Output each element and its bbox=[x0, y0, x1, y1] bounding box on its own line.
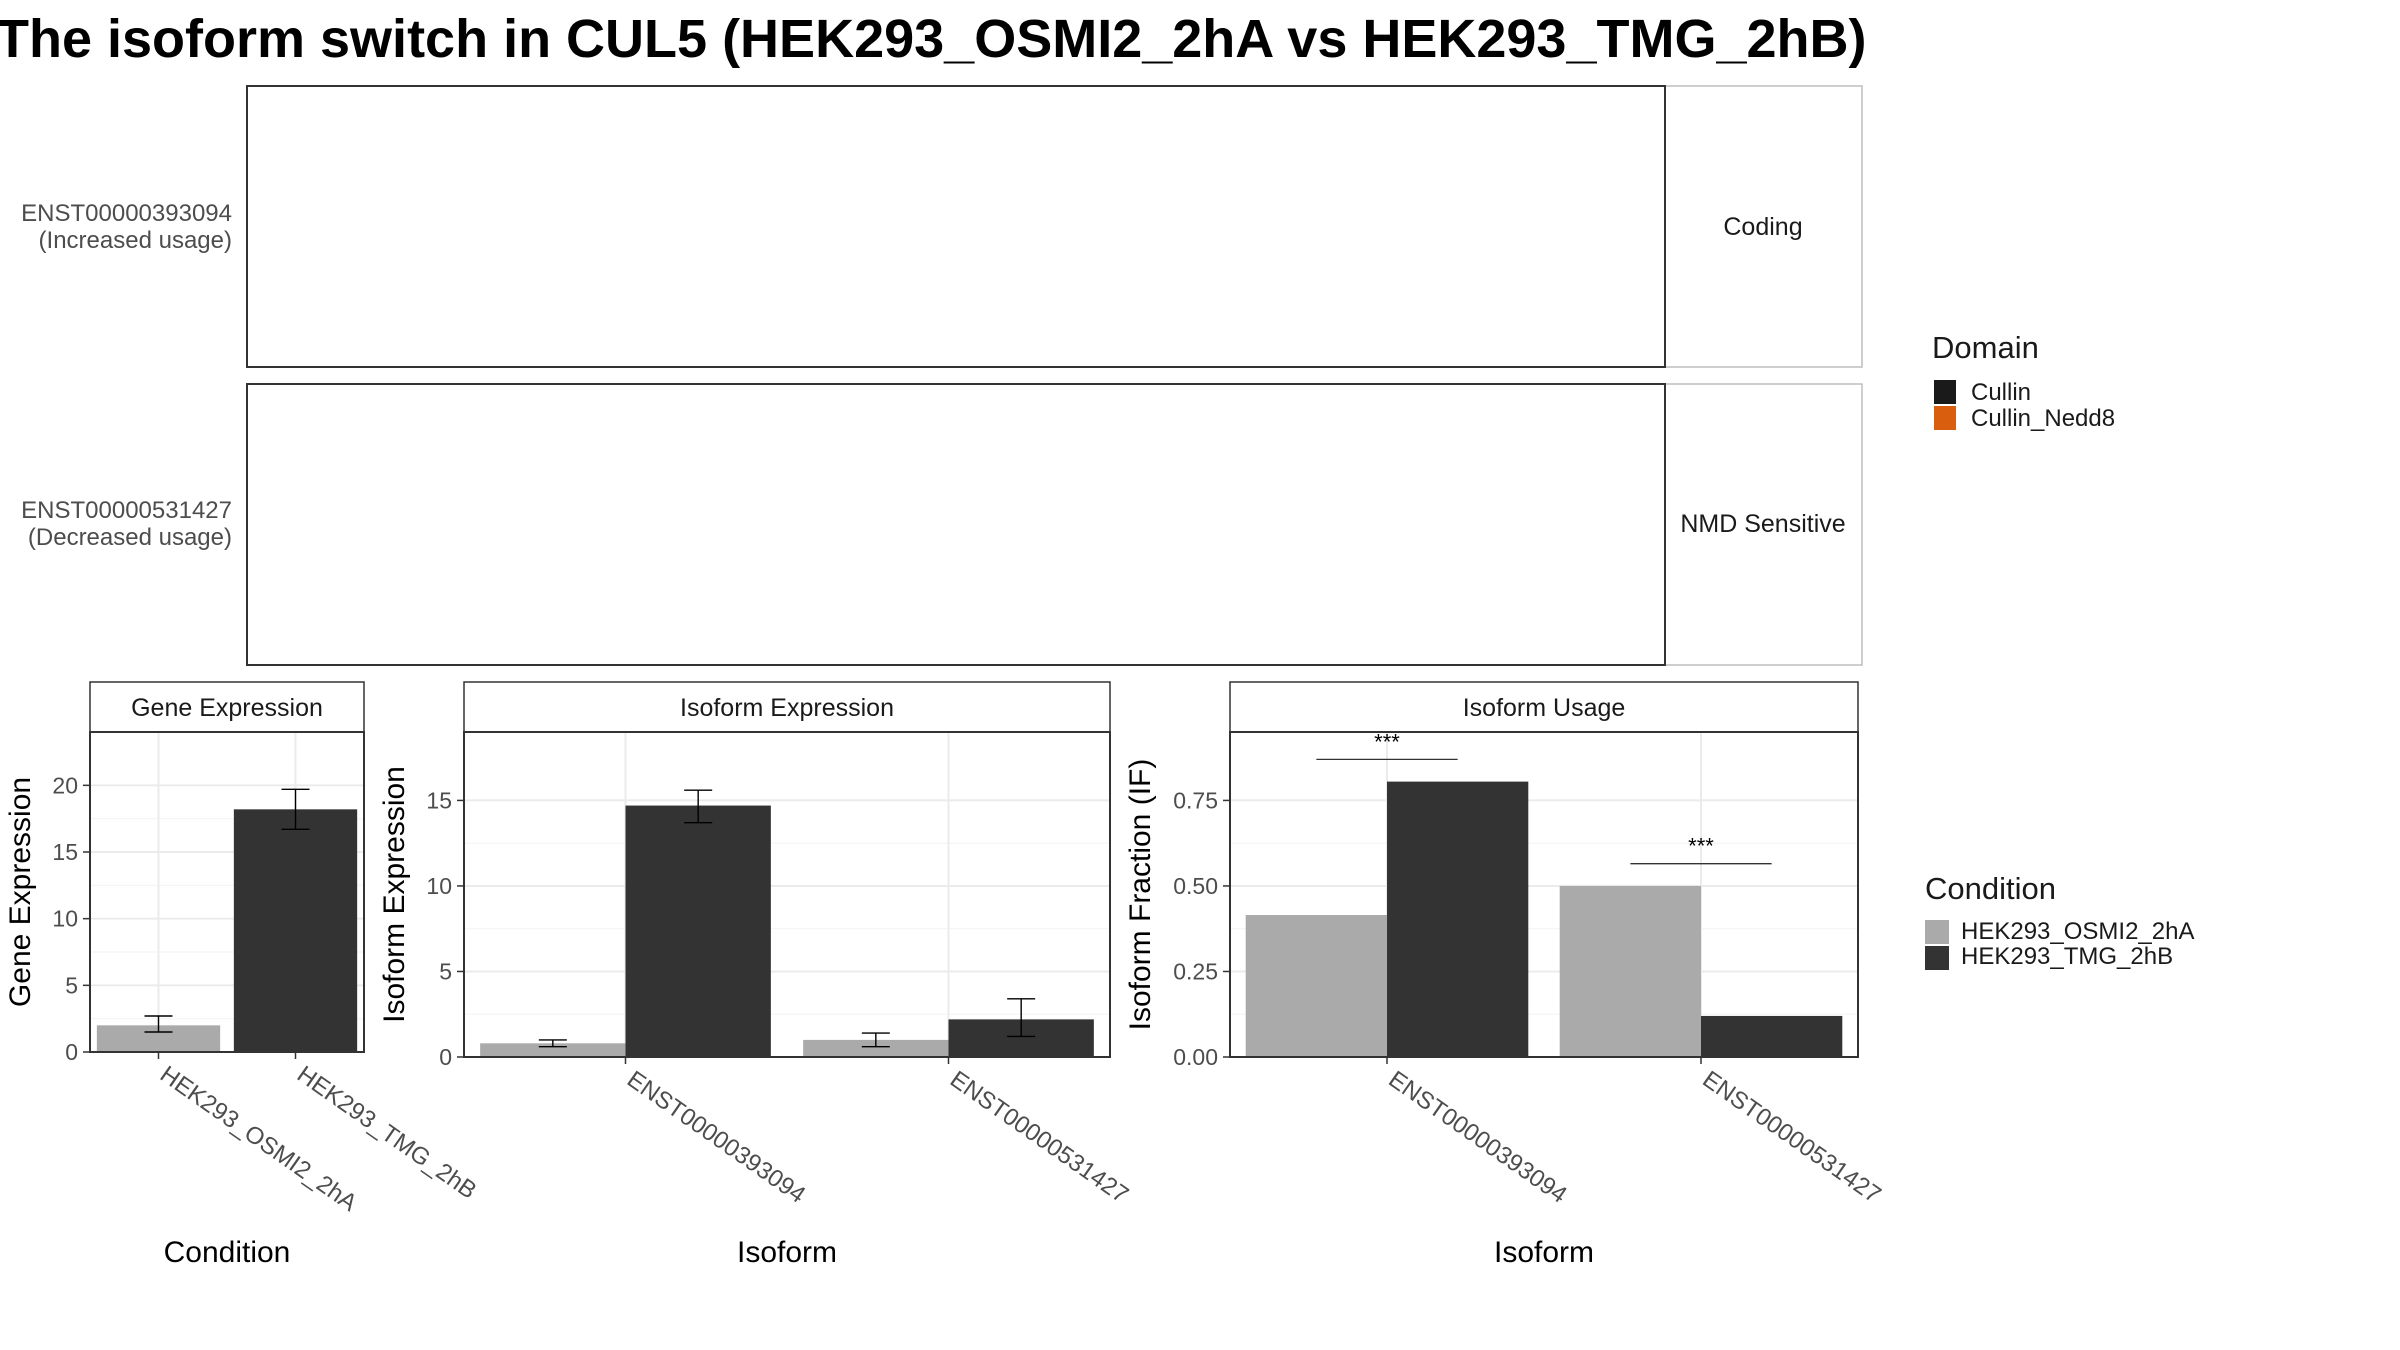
significance-label: *** bbox=[1688, 834, 1714, 859]
legend-label-cullin-nedd8: Cullin_Nedd8 bbox=[1971, 405, 2115, 432]
transcript-panel-frame bbox=[246, 383, 1666, 666]
y-tick-label: 20 bbox=[52, 772, 78, 798]
domain-legend: Domain Cullin Cullin_Nedd8 bbox=[1932, 330, 2115, 432]
bar bbox=[1701, 1015, 1843, 1057]
legend-label-cullin: Cullin bbox=[1971, 379, 2031, 406]
isoform-id-label: ENST00000531427 bbox=[21, 497, 232, 524]
condition-legend: Condition HEK293_OSMI2_2hA HEK293_TMG_2h… bbox=[1925, 871, 2194, 970]
bar bbox=[1559, 885, 1701, 1057]
isoform-id-label: ENST00000393094 bbox=[21, 200, 232, 227]
y-tick-label: 0 bbox=[439, 1044, 452, 1070]
panel-frame bbox=[89, 731, 365, 1053]
bar bbox=[1387, 781, 1529, 1057]
legend-swatch-cullin bbox=[1934, 380, 1956, 404]
isoform-expression-chart: Isoform Expression 0 5 10 15 ENST00000393094 E… bbox=[378, 681, 1133, 1269]
category-strip-frame bbox=[1664, 85, 1863, 368]
y-axis-label: Gene Expression bbox=[4, 777, 37, 1007]
significance-label: *** bbox=[1374, 729, 1400, 754]
y-tick-label: 0.75 bbox=[1173, 787, 1218, 813]
bar bbox=[233, 809, 358, 1052]
y-tick-label: 10 bbox=[52, 906, 78, 932]
isoform-category-label: Coding bbox=[1723, 213, 1802, 241]
panel-strip bbox=[89, 681, 365, 733]
y-axis-label: Isoform Expression bbox=[378, 766, 411, 1023]
y-tick-label: 0.00 bbox=[1173, 1044, 1218, 1070]
y-tick-label: 0.25 bbox=[1173, 958, 1218, 984]
y-tick-label: 15 bbox=[426, 787, 452, 813]
y-tick-label: 10 bbox=[426, 873, 452, 899]
x-tick-label: ENST00000393094 bbox=[622, 1066, 810, 1209]
x-axis-label: Isoform bbox=[737, 1236, 837, 1269]
category-strip-frame bbox=[1664, 383, 1863, 666]
transcript-row-enst00000531427: NMD Sensitive ENST00000531427 (Decreased… bbox=[21, 383, 1863, 666]
condition-legend-title: Condition bbox=[1925, 871, 2056, 906]
bar bbox=[803, 1039, 949, 1057]
x-axis-label: Isoform bbox=[1494, 1236, 1594, 1269]
legend-swatch-condition-a bbox=[1925, 920, 1949, 944]
panel-frame bbox=[463, 731, 1111, 1058]
y-tick-label: 0.50 bbox=[1173, 873, 1218, 899]
panel-title: Isoform Expression bbox=[680, 694, 894, 722]
isoform-usage-chart: Isoform Usage *** *** 0.00 0.25 0.50 0.75 ENST0… bbox=[1124, 681, 1886, 1269]
transcript-structure-panels: Coding ENST00000393094 (Increased usage)… bbox=[21, 85, 1863, 666]
bar bbox=[625, 805, 771, 1057]
transcript-panel-frame bbox=[246, 85, 1666, 368]
domain-legend-title: Domain bbox=[1932, 330, 2039, 365]
legend-label-condition-b: HEK293_TMG_2hB bbox=[1961, 943, 2173, 970]
isoform-usage-label: (Increased usage) bbox=[39, 227, 232, 254]
x-tick-label: ENST00000531427 bbox=[945, 1066, 1133, 1209]
figure-title: The isoform switch in CUL5 (HEK293_OSMI2… bbox=[0, 9, 1867, 69]
x-tick-label: ENST00000531427 bbox=[1698, 1066, 1886, 1209]
isoform-category-label: NMD Sensitive bbox=[1680, 510, 1845, 538]
y-tick-label: 5 bbox=[439, 958, 452, 984]
bar bbox=[1245, 915, 1387, 1057]
legend-swatch-condition-b bbox=[1925, 946, 1949, 970]
panel-strip bbox=[1229, 681, 1859, 733]
bar bbox=[480, 1043, 626, 1057]
legend-label-condition-a: HEK293_OSMI2_2hA bbox=[1961, 918, 2194, 945]
panel-title: Isoform Usage bbox=[1463, 694, 1626, 722]
isoform-usage-label: (Decreased usage) bbox=[28, 524, 232, 551]
panel-frame bbox=[1229, 731, 1859, 1058]
x-axis-label: Condition bbox=[164, 1236, 291, 1269]
gene-expression-chart: Gene Expression05101520HEK293_OSMI2_2hAH… bbox=[4, 681, 481, 1269]
y-axis-label: Isoform Fraction (IF) bbox=[1124, 759, 1157, 1031]
y-tick-label: 15 bbox=[52, 839, 78, 865]
y-tick-label: 0 bbox=[65, 1039, 78, 1065]
transcript-row-enst00000393094: Coding ENST00000393094 (Increased usage) bbox=[21, 85, 1863, 368]
legend-swatch-cullin-nedd8 bbox=[1934, 406, 1956, 430]
panel-title: Gene Expression bbox=[131, 694, 323, 722]
x-tick-label: ENST00000393094 bbox=[1384, 1066, 1572, 1209]
y-tick-label: 5 bbox=[65, 972, 78, 998]
